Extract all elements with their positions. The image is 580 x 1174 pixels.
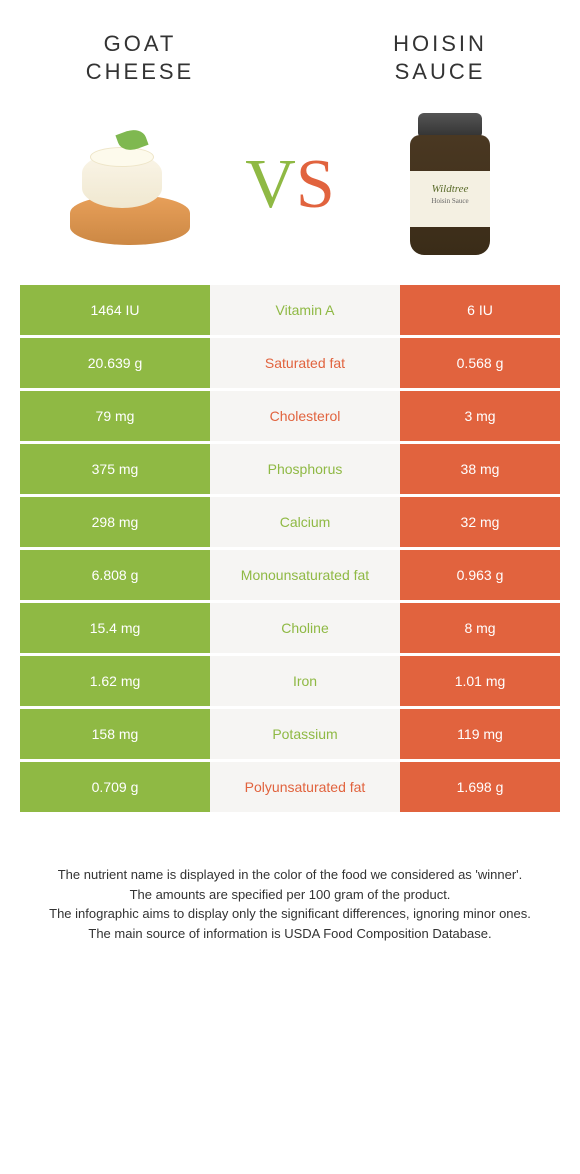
right-title: HOISIN SAUCE [350, 30, 530, 85]
right-value: 119 mg [400, 709, 560, 759]
table-row: 298 mgCalcium32 mg [20, 497, 560, 550]
table-row: 1464 IUVitamin A6 IU [20, 285, 560, 338]
table-row: 0.709 gPolyunsaturated fat1.698 g [20, 762, 560, 815]
nutrient-label: Polyunsaturated fat [210, 762, 400, 812]
right-value: 1.698 g [400, 762, 560, 812]
left-value: 1464 IU [20, 285, 210, 335]
right-value: 1.01 mg [400, 656, 560, 706]
left-title: GOAT CHEESE [50, 30, 230, 85]
footer-notes: The nutrient name is displayed in the co… [0, 815, 580, 943]
table-row: 1.62 mgIron1.01 mg [20, 656, 560, 709]
table-row: 20.639 gSaturated fat0.568 g [20, 338, 560, 391]
nutrient-label: Cholesterol [210, 391, 400, 441]
comparison-table: 1464 IUVitamin A6 IU20.639 gSaturated fa… [20, 285, 560, 815]
right-value: 6 IU [400, 285, 560, 335]
right-value: 3 mg [400, 391, 560, 441]
vs-label: VS [245, 145, 335, 225]
vs-v: V [245, 146, 296, 223]
right-value: 32 mg [400, 497, 560, 547]
left-image [40, 105, 220, 265]
footer-line: The infographic aims to display only the… [30, 904, 550, 924]
left-value: 1.62 mg [20, 656, 210, 706]
nutrient-label: Saturated fat [210, 338, 400, 388]
header: GOAT CHEESE HOISIN SAUCE [0, 0, 580, 95]
right-value: 0.963 g [400, 550, 560, 600]
left-value: 79 mg [20, 391, 210, 441]
right-value: 0.568 g [400, 338, 560, 388]
jar-sub: Hoisin Sauce [410, 197, 490, 205]
left-value: 15.4 mg [20, 603, 210, 653]
left-value: 0.709 g [20, 762, 210, 812]
right-value: 38 mg [400, 444, 560, 494]
nutrient-label: Monounsaturated fat [210, 550, 400, 600]
left-value: 298 mg [20, 497, 210, 547]
table-row: 15.4 mgCholine8 mg [20, 603, 560, 656]
table-row: 158 mgPotassium119 mg [20, 709, 560, 762]
table-row: 6.808 gMonounsaturated fat0.963 g [20, 550, 560, 603]
left-value: 158 mg [20, 709, 210, 759]
table-row: 375 mgPhosphorus38 mg [20, 444, 560, 497]
footer-line: The main source of information is USDA F… [30, 924, 550, 944]
jar-brand: Wildtree [432, 183, 469, 195]
nutrient-label: Potassium [210, 709, 400, 759]
footer-line: The nutrient name is displayed in the co… [30, 865, 550, 885]
vs-s: S [296, 146, 335, 223]
nutrient-label: Vitamin A [210, 285, 400, 335]
jar-illustration: Wildtree Hoisin Sauce [400, 113, 500, 258]
image-row: VS Wildtree Hoisin Sauce [0, 95, 580, 285]
nutrient-label: Iron [210, 656, 400, 706]
left-value: 20.639 g [20, 338, 210, 388]
nutrient-label: Phosphorus [210, 444, 400, 494]
table-row: 79 mgCholesterol3 mg [20, 391, 560, 444]
cheese-illustration [60, 125, 200, 245]
nutrient-label: Choline [210, 603, 400, 653]
nutrient-label: Calcium [210, 497, 400, 547]
left-value: 6.808 g [20, 550, 210, 600]
right-image: Wildtree Hoisin Sauce [360, 105, 540, 265]
footer-line: The amounts are specified per 100 gram o… [30, 885, 550, 905]
left-value: 375 mg [20, 444, 210, 494]
right-value: 8 mg [400, 603, 560, 653]
